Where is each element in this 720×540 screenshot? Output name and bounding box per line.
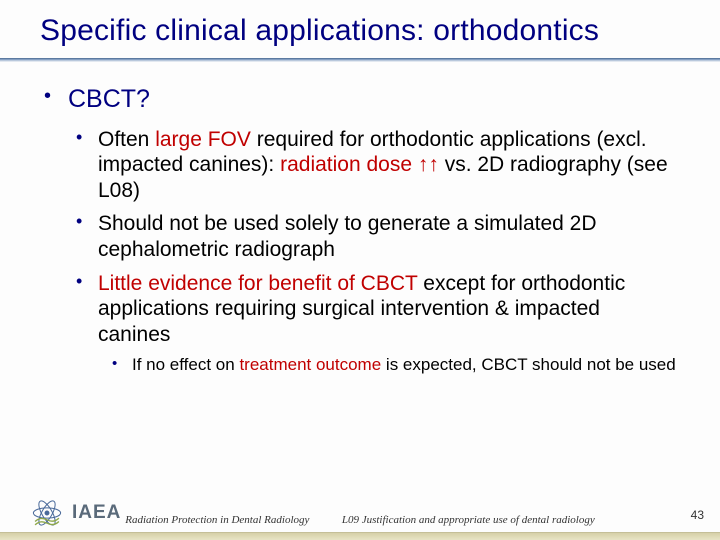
slide: Specific clinical applications: orthodon… — [0, 0, 720, 540]
list-item: If no effect on treatment outcome is exp… — [98, 355, 678, 376]
footer-accent-bar — [0, 532, 720, 540]
list-item: Often large FOV required for orthodontic… — [68, 127, 678, 204]
bullet-text: If no effect on — [132, 355, 239, 374]
list-item: Little evidence for benefit of CBCT exce… — [68, 271, 678, 377]
list-item: CBCT? Often large FOV required for ortho… — [42, 84, 678, 376]
footer-line-1: Radiation Protection in Dental Radiology — [125, 514, 309, 526]
list-item: Should not be used solely to generate a … — [68, 211, 678, 262]
footer-line-2: L09 Justification and appropriate use of… — [342, 514, 595, 526]
page-number: 43 — [691, 508, 704, 522]
bullet-text: Often — [98, 128, 155, 151]
title-area: Specific clinical applications: orthodon… — [0, 0, 720, 58]
footer-text-area: Radiation Protection in Dental Radiology… — [0, 510, 720, 528]
bullet-text-emphasis: Little evidence for benefit of CBCT — [98, 272, 417, 295]
bullet-list-lvl3: If no effect on treatment outcome is exp… — [98, 355, 678, 376]
bullet-list-lvl1: CBCT? Often large FOV required for ortho… — [42, 84, 678, 376]
bullet-list-lvl2: Often large FOV required for orthodontic… — [68, 127, 678, 377]
bullet-text: is expected, CBCT should not be used — [381, 355, 676, 374]
bullet-text: Should not be used solely to generate a … — [98, 212, 597, 261]
bullet-text-emphasis: treatment outcome — [239, 355, 381, 374]
lvl1-heading: CBCT? — [68, 85, 150, 113]
slide-content: CBCT? Often large FOV required for ortho… — [0, 62, 720, 376]
slide-footer: IAEA Radiation Protection in Dental Radi… — [0, 484, 720, 540]
bullet-text-emphasis: large FOV — [155, 128, 251, 151]
bullet-text-emphasis: radiation dose ↑↑ — [280, 153, 439, 176]
slide-title: Specific clinical applications: orthodon… — [40, 14, 692, 48]
